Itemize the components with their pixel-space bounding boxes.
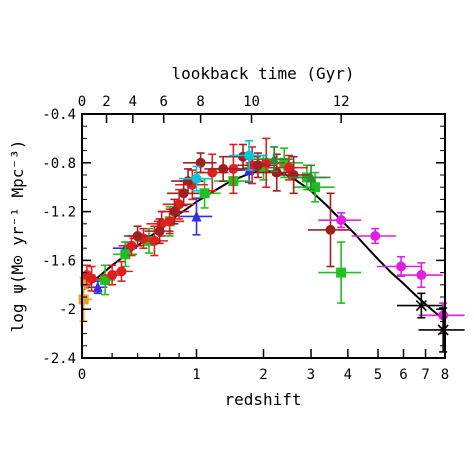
marker-circle bbox=[126, 240, 137, 251]
marker-cross-b bbox=[415, 299, 427, 312]
top-tick-label: 2 bbox=[102, 94, 110, 110]
marker-circle bbox=[107, 270, 118, 281]
x-tick-label: 8 bbox=[441, 367, 449, 383]
marker-circle bbox=[252, 160, 263, 171]
marker-square bbox=[199, 188, 210, 199]
marker-square bbox=[310, 182, 321, 193]
data-point bbox=[418, 302, 465, 329]
y-tick-label: -2.4 bbox=[42, 351, 76, 367]
marker-square bbox=[336, 267, 347, 278]
marker-square bbox=[120, 249, 131, 260]
data-point bbox=[112, 241, 137, 268]
plot-marks bbox=[78, 137, 465, 353]
data-point bbox=[351, 227, 396, 245]
marker-circle bbox=[207, 167, 218, 178]
data-point bbox=[158, 198, 190, 225]
data-point bbox=[377, 255, 423, 278]
data-point bbox=[253, 146, 293, 173]
data-point bbox=[396, 262, 443, 289]
y-tick-label: -2 bbox=[59, 302, 76, 318]
y-tick-label: -1.6 bbox=[42, 253, 76, 269]
marker-triangle bbox=[191, 210, 202, 222]
marker-circle bbox=[178, 188, 189, 199]
top-tick-label: 12 bbox=[333, 94, 350, 110]
x-axis-title: redshift bbox=[224, 390, 301, 409]
data-point bbox=[139, 225, 168, 257]
marker-circle bbox=[191, 173, 202, 184]
marker-circle bbox=[164, 216, 175, 227]
data-point bbox=[229, 140, 267, 171]
marker-circle bbox=[86, 273, 97, 284]
marker-circle bbox=[416, 270, 427, 281]
x-tick-label: 2 bbox=[259, 367, 267, 383]
marker-cross-b bbox=[437, 324, 449, 336]
axes-layer: 0 1 2 3 4 5 6 7 80 2 4 6 8 10 12-2.4-2-1.6-1.2-0.8-0.4 bbox=[42, 94, 449, 383]
data-point bbox=[144, 218, 174, 245]
marker-triangle bbox=[269, 153, 280, 165]
y-tick-label: -0.8 bbox=[42, 156, 76, 172]
marker-circle bbox=[288, 170, 299, 180]
x-tick-label: 7 bbox=[421, 367, 429, 383]
marker-square bbox=[80, 277, 91, 288]
marker-circle bbox=[149, 235, 160, 246]
data-point bbox=[182, 152, 217, 174]
marker-circle bbox=[174, 199, 185, 210]
x-tick-label: 6 bbox=[399, 367, 407, 383]
marker-circle bbox=[370, 231, 381, 241]
marker-circle bbox=[132, 231, 143, 241]
top-tick-label: 10 bbox=[243, 94, 260, 110]
marker-circle bbox=[325, 224, 336, 235]
marker-circle bbox=[183, 176, 194, 187]
data-point bbox=[109, 260, 133, 282]
y-tick-label: -0.4 bbox=[42, 107, 76, 123]
top-tick-label: 4 bbox=[129, 94, 137, 110]
marker-circle bbox=[169, 206, 180, 217]
y-axis-title: log ψ(M⊙ yr⁻¹ Mpc⁻³) bbox=[8, 140, 27, 333]
marker-circle bbox=[396, 261, 407, 272]
marker-circle bbox=[271, 167, 282, 178]
data-point bbox=[124, 225, 151, 247]
marker-circle bbox=[336, 215, 347, 226]
data-point bbox=[179, 165, 213, 192]
x-tick-label: 4 bbox=[344, 367, 352, 383]
marker-square bbox=[258, 162, 269, 173]
marker-circle bbox=[218, 163, 229, 174]
data-point bbox=[307, 192, 351, 268]
marker-circle bbox=[244, 150, 255, 161]
marker-triangle bbox=[92, 281, 103, 293]
x-tick-label: 0 bbox=[78, 367, 86, 383]
x-tick-label: 3 bbox=[307, 367, 315, 383]
data-point bbox=[179, 197, 213, 236]
y-tick-label: -1.2 bbox=[42, 205, 76, 221]
data-point bbox=[288, 164, 331, 191]
marker-square bbox=[78, 294, 89, 305]
x-tick-label: 5 bbox=[374, 367, 382, 383]
top-tick-label: 8 bbox=[196, 94, 204, 110]
x-tick-label: 1 bbox=[192, 367, 200, 383]
marker-circle bbox=[283, 162, 294, 173]
marker-circle bbox=[154, 226, 165, 237]
top-tick-label: 0 bbox=[78, 94, 86, 110]
marker-square bbox=[100, 274, 111, 285]
data-point bbox=[237, 152, 276, 179]
marker-circle bbox=[116, 266, 127, 277]
data-point bbox=[396, 292, 443, 319]
marker-triangle bbox=[306, 171, 317, 183]
top-axis-title: lookback time (Gyr) bbox=[171, 64, 354, 83]
marker-circle bbox=[195, 157, 206, 168]
top-tick-label: 6 bbox=[160, 94, 168, 110]
data-point bbox=[204, 155, 241, 182]
data-point bbox=[318, 241, 362, 304]
data-point bbox=[82, 265, 101, 292]
data-point bbox=[318, 212, 362, 229]
